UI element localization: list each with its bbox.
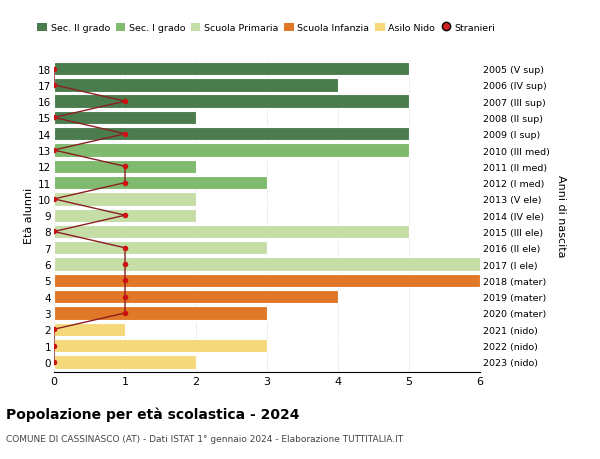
Bar bbox=[54, 225, 409, 239]
Text: Popolazione per età scolastica - 2024: Popolazione per età scolastica - 2024 bbox=[6, 406, 299, 421]
Bar bbox=[54, 95, 409, 109]
Point bbox=[120, 179, 130, 187]
Point bbox=[120, 293, 130, 301]
Text: COMUNE DI CASSINASCO (AT) - Dati ISTAT 1° gennaio 2024 - Elaborazione TUTTITALIA: COMUNE DI CASSINASCO (AT) - Dati ISTAT 1… bbox=[6, 434, 403, 443]
Point bbox=[120, 309, 130, 317]
Point bbox=[120, 163, 130, 171]
Point bbox=[49, 147, 59, 154]
Bar bbox=[54, 112, 196, 125]
Point bbox=[49, 66, 59, 73]
Bar bbox=[54, 177, 267, 190]
Bar bbox=[54, 274, 480, 287]
Point bbox=[49, 114, 59, 122]
Point bbox=[49, 196, 59, 203]
Bar bbox=[54, 209, 196, 223]
Y-axis label: Anni di nascita: Anni di nascita bbox=[556, 174, 566, 257]
Bar bbox=[54, 241, 267, 255]
Bar bbox=[54, 355, 196, 369]
Bar bbox=[54, 144, 409, 157]
Bar bbox=[54, 339, 267, 353]
Bar bbox=[54, 323, 125, 336]
Point bbox=[120, 261, 130, 268]
Point bbox=[120, 98, 130, 106]
Point bbox=[49, 342, 59, 349]
Bar bbox=[54, 307, 267, 320]
Point bbox=[120, 131, 130, 138]
Bar bbox=[54, 128, 409, 141]
Point bbox=[49, 82, 59, 90]
Bar bbox=[54, 291, 338, 304]
Point bbox=[49, 358, 59, 366]
Bar bbox=[54, 193, 196, 206]
Point bbox=[120, 245, 130, 252]
Point bbox=[120, 212, 130, 219]
Point bbox=[120, 277, 130, 285]
Point bbox=[49, 326, 59, 333]
Bar bbox=[54, 63, 409, 76]
Bar bbox=[54, 258, 480, 271]
Bar bbox=[54, 160, 196, 174]
Point bbox=[49, 228, 59, 235]
Bar bbox=[54, 79, 338, 92]
Legend: Sec. II grado, Sec. I grado, Scuola Primaria, Scuola Infanzia, Asilo Nido, Stran: Sec. II grado, Sec. I grado, Scuola Prim… bbox=[37, 24, 495, 33]
Y-axis label: Età alunni: Età alunni bbox=[24, 188, 34, 244]
